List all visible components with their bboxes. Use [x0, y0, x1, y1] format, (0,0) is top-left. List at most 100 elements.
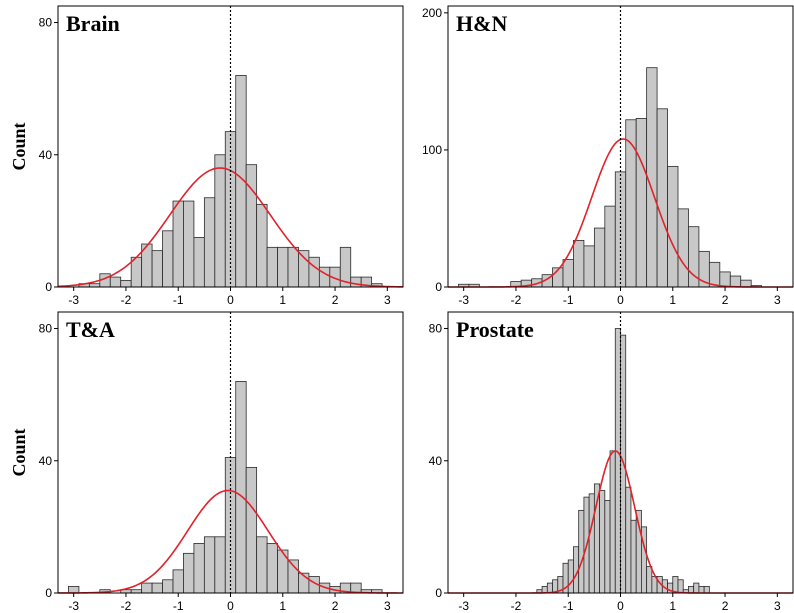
- x-tick-label: -3: [458, 599, 469, 613]
- x-tick-label: -1: [173, 293, 184, 307]
- histogram-bar: [646, 566, 653, 594]
- x-tick-label: 3: [384, 293, 391, 307]
- histogram-bar: [656, 108, 668, 288]
- x-tick-label: -2: [511, 293, 522, 307]
- histogram-bar: [546, 582, 553, 594]
- x-tick-label: -2: [121, 599, 132, 613]
- y-tick-label: 200: [422, 6, 442, 20]
- y-tick-label: 80: [429, 322, 443, 336]
- histogram-bar: [672, 576, 679, 594]
- histogram-bar: [193, 543, 205, 594]
- histogram-bar: [235, 381, 247, 594]
- x-tick-label: 2: [332, 599, 339, 613]
- histogram-bar: [266, 543, 278, 594]
- normal-fit-curve: [57, 489, 403, 594]
- y-tick-label: 0: [435, 586, 442, 600]
- histogram-bar: [256, 536, 268, 594]
- histogram-bar: [635, 118, 648, 288]
- histogram-bar: [688, 585, 695, 594]
- histogram-bar: [693, 582, 700, 594]
- histogram-bar: [183, 552, 195, 594]
- histogram-bar: [630, 519, 637, 594]
- y-tick-label: 40: [429, 454, 443, 468]
- histogram-bar: [625, 119, 637, 288]
- histogram-bar: [593, 227, 606, 288]
- histogram-bar: [667, 165, 679, 288]
- panel-title: Prostate: [456, 317, 534, 342]
- y-tick-label: 80: [39, 322, 53, 336]
- panel-title: Brain: [66, 11, 120, 36]
- x-tick-label: 1: [279, 293, 286, 307]
- histogram-bar: [614, 328, 621, 594]
- x-tick-label: -1: [173, 599, 184, 613]
- histogram-bar: [318, 266, 331, 288]
- x-tick-label: 3: [384, 599, 391, 613]
- histogram-bar: [162, 230, 174, 288]
- x-tick-label: -2: [121, 293, 132, 307]
- x-tick-label: -3: [68, 599, 79, 613]
- histogram-bar: [583, 245, 595, 288]
- y-tick-label: 0: [435, 280, 442, 294]
- histogram-bar: [172, 569, 184, 594]
- histogram-bar: [277, 246, 289, 288]
- histogram-bar: [740, 279, 752, 288]
- histogram-bar: [729, 275, 742, 288]
- histogram-panel-2: -3 -2 -1 0 1 2 3 0 100 200 H&N: [422, 5, 794, 307]
- x-tick-label: 2: [722, 293, 729, 307]
- histogram-bar: [625, 486, 632, 594]
- histogram-bar: [609, 450, 616, 594]
- histogram-bar: [193, 237, 205, 288]
- histogram-bar: [214, 154, 226, 288]
- x-tick-label: -1: [563, 293, 574, 307]
- y-axis-label: Count: [9, 122, 29, 170]
- histogram-bar: [203, 536, 216, 594]
- histogram-bar: [120, 279, 132, 288]
- histogram-bar: [266, 246, 278, 288]
- x-tick-label: 2: [722, 599, 729, 613]
- histogram-bar: [578, 509, 585, 594]
- histogram-panel-4: -3 -2 -1 0 1 2 3 0 40 80 Prostate: [429, 311, 794, 613]
- histogram-bar: [172, 200, 184, 288]
- histogram-bar: [698, 585, 705, 594]
- histogram-bar: [567, 559, 574, 594]
- histogram-panel-1: -3 -2 -1 0 1 2 3 0 40 80 Brain Count: [9, 5, 404, 307]
- histogram-panel-3: -3 -2 -1 0 1 2 3 0 40 80 T&A Count: [9, 311, 404, 613]
- y-tick-label: 0: [45, 586, 52, 600]
- histogram-bar: [614, 171, 627, 288]
- histogram-bar: [350, 276, 362, 288]
- histogram-bar: [677, 579, 684, 594]
- x-tick-label: 0: [227, 599, 234, 613]
- x-tick-label: -3: [68, 293, 79, 307]
- x-tick-label: -1: [563, 599, 574, 613]
- histogram-bar: [141, 582, 153, 594]
- histogram-bar: [562, 259, 574, 288]
- y-axis-label: Count: [9, 428, 29, 476]
- panel-title: H&N: [456, 11, 507, 36]
- histogram-bar: [308, 256, 320, 288]
- x-tick-label: 2: [332, 293, 339, 307]
- histogram-bar: [245, 466, 258, 594]
- histogram-bar: [599, 490, 606, 594]
- histogram-bar: [298, 250, 310, 288]
- histogram-bar: [203, 197, 216, 288]
- histogram-bar: [151, 250, 163, 288]
- y-tick-label: 100: [422, 143, 442, 157]
- histogram-bar: [151, 582, 163, 594]
- histogram-bar: [604, 205, 616, 288]
- x-tick-label: 0: [617, 293, 624, 307]
- x-tick-label: 0: [617, 599, 624, 613]
- x-tick-label: -3: [458, 293, 469, 307]
- histogram-bar: [604, 500, 611, 594]
- x-tick-label: 0: [227, 293, 234, 307]
- y-tick-label: 40: [39, 454, 53, 468]
- x-tick-label: 1: [669, 599, 676, 613]
- histogram-bar: [183, 200, 195, 288]
- histogram-bar: [703, 585, 710, 594]
- y-tick-label: 80: [39, 16, 53, 30]
- x-tick-label: 1: [279, 599, 286, 613]
- histogram-bar: [719, 271, 731, 288]
- x-tick-label: 3: [774, 599, 781, 613]
- histogram-bar: [162, 579, 174, 594]
- histogram-bar: [588, 493, 595, 594]
